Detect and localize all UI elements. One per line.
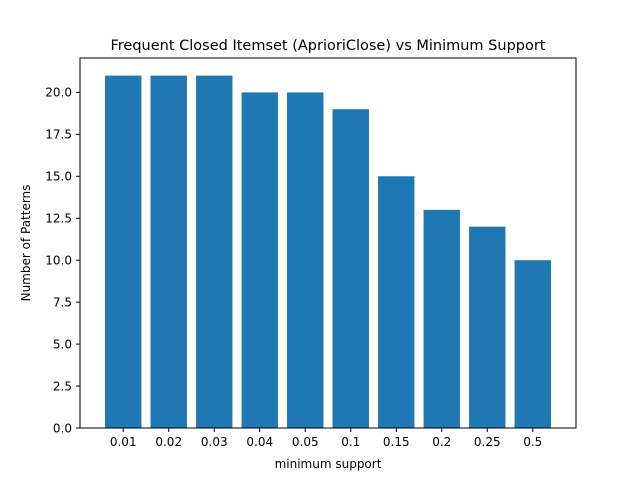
bar-0.1 — [332, 109, 369, 428]
y-tick-label: 10.0 — [45, 253, 72, 267]
bar-0.04 — [241, 92, 278, 428]
y-tick-label: 5.0 — [53, 337, 72, 351]
bar-0.03 — [196, 75, 233, 428]
bar-0.2 — [423, 209, 460, 428]
x-tick-label: 0.2 — [432, 435, 451, 449]
y-tick-label: 0.0 — [53, 421, 72, 435]
x-tick-label: 0.04 — [246, 435, 273, 449]
y-axis-label: Number of Patterns — [19, 185, 33, 302]
y-tick-label: 15.0 — [45, 170, 72, 184]
bar-0.15 — [378, 176, 415, 428]
x-axis-label: minimum support — [275, 457, 382, 471]
y-tick-label: 2.5 — [53, 379, 72, 393]
y-tick-label: 17.5 — [45, 128, 72, 142]
x-tick-label: 0.25 — [474, 435, 501, 449]
y-tick-label: 20.0 — [45, 86, 72, 100]
y-tick-label: 12.5 — [45, 212, 72, 226]
plot-frame — [79, 57, 577, 429]
bar-0.25 — [469, 226, 506, 428]
x-tick-label: 0.02 — [155, 435, 182, 449]
x-tick-label: 0.01 — [110, 435, 137, 449]
x-tick-label: 0.03 — [201, 435, 228, 449]
chart-title: Frequent Closed Itemset (AprioriClose) v… — [110, 38, 545, 54]
bars-layer — [105, 75, 551, 428]
bar-0.5 — [514, 260, 551, 428]
y-tick-label: 7.5 — [53, 295, 72, 309]
bar-0.05 — [287, 92, 324, 428]
x-tick-label: 0.15 — [383, 435, 410, 449]
x-tick-label: 0.05 — [292, 435, 319, 449]
x-tick-label: 0.1 — [341, 435, 360, 449]
bar-0.02 — [150, 75, 187, 428]
x-tick-label: 0.5 — [523, 435, 542, 449]
x-axis-ticks: 0.01 0.02 0.03 0.04 0.05 0.1 0.15 0.2 0.25 0.5 — [110, 428, 542, 449]
y-axis-ticks: 0.0 2.5 5.0 7.5 10.0 12.5 15.0 17.5 20.0 — [45, 86, 80, 435]
bar-0.01 — [105, 75, 142, 428]
